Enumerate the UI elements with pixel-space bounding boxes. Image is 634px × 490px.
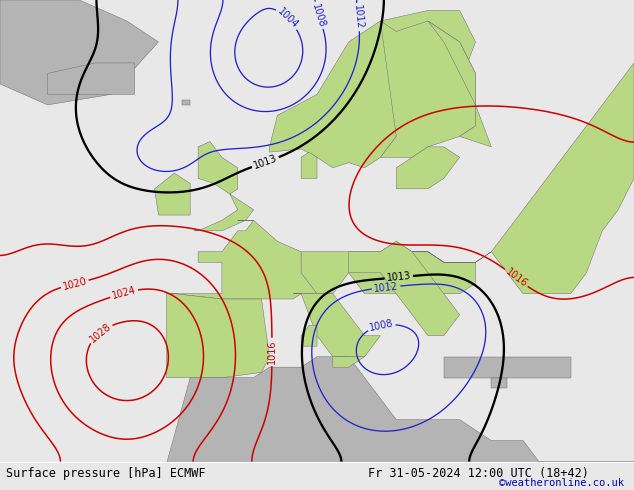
Text: Surface pressure [hPa] ECMWF: Surface pressure [hPa] ECMWF xyxy=(6,467,206,480)
Text: 1013: 1013 xyxy=(386,271,411,283)
Polygon shape xyxy=(158,357,634,490)
Polygon shape xyxy=(380,21,476,157)
Text: 1028: 1028 xyxy=(87,321,113,344)
Text: 1008: 1008 xyxy=(310,2,327,28)
Polygon shape xyxy=(269,10,476,168)
Text: ©weatheronline.co.uk: ©weatheronline.co.uk xyxy=(500,478,624,488)
Text: 1012: 1012 xyxy=(373,281,399,294)
Polygon shape xyxy=(428,21,491,147)
Polygon shape xyxy=(48,63,134,95)
Polygon shape xyxy=(333,357,365,367)
Text: 1020: 1020 xyxy=(61,276,88,292)
Polygon shape xyxy=(301,152,317,178)
Polygon shape xyxy=(183,99,190,105)
Polygon shape xyxy=(166,220,317,299)
Text: 1016: 1016 xyxy=(503,267,529,289)
Text: 1012: 1012 xyxy=(352,4,364,30)
Polygon shape xyxy=(349,241,460,336)
Text: 1016: 1016 xyxy=(267,340,277,364)
Polygon shape xyxy=(491,378,507,388)
Polygon shape xyxy=(301,241,476,294)
Polygon shape xyxy=(293,294,380,357)
Text: 1004: 1004 xyxy=(275,6,300,30)
Polygon shape xyxy=(194,142,254,231)
Text: Fr 31-05-2024 12:00 UTC (18+42): Fr 31-05-2024 12:00 UTC (18+42) xyxy=(368,467,588,480)
Polygon shape xyxy=(412,63,634,294)
Polygon shape xyxy=(155,173,190,215)
Polygon shape xyxy=(444,357,571,378)
Polygon shape xyxy=(301,325,317,346)
Polygon shape xyxy=(0,0,158,105)
Text: 1008: 1008 xyxy=(368,318,394,333)
Text: 1013: 1013 xyxy=(252,153,278,171)
Polygon shape xyxy=(166,294,269,378)
Text: 1024: 1024 xyxy=(111,285,137,301)
Polygon shape xyxy=(396,147,460,189)
